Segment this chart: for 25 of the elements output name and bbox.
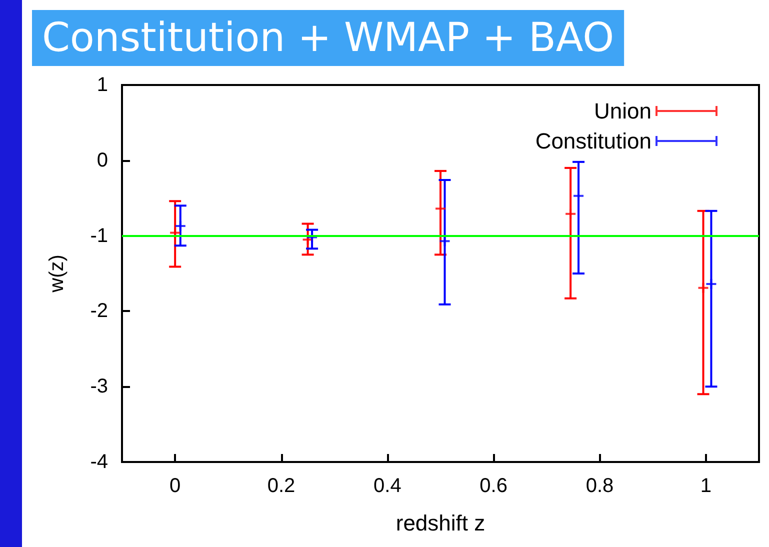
chart-title: Constitution + WMAP + BAO (42, 15, 614, 61)
legend-label: Constitution (535, 128, 652, 154)
x-tick-label: 1 (700, 475, 712, 497)
y-tick-label: -4 (90, 451, 108, 473)
point (169, 226, 182, 239)
x-tick-label: 0.4 (374, 475, 402, 497)
x-tick-label: 0 (170, 475, 181, 497)
x-tick-label: 0.6 (480, 475, 508, 497)
point (705, 278, 718, 290)
y-tick-label: -2 (90, 300, 108, 322)
y-tick-label: -1 (90, 224, 108, 247)
point (572, 190, 585, 202)
point (697, 282, 710, 294)
x-axis-title: redshift z (396, 510, 486, 536)
y-tick-label: 0 (96, 149, 108, 172)
y-tick-label: -3 (90, 376, 108, 398)
x-tick-label: 0.8 (586, 475, 614, 497)
point (302, 234, 314, 246)
point (174, 220, 186, 232)
legend-label: Union (594, 98, 652, 124)
y-axis-title: w(z) (46, 254, 68, 294)
x-tick-label: 0.2 (267, 475, 296, 497)
point (564, 208, 577, 220)
y-tick-label: 1 (96, 74, 108, 96)
point (306, 231, 318, 244)
